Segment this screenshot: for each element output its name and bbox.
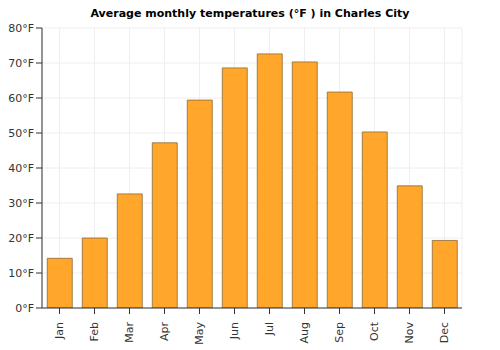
svg-text:Jan: Jan [53, 322, 66, 340]
svg-text:80°F: 80°F [8, 22, 34, 35]
svg-text:Aug: Aug [298, 322, 311, 343]
svg-text:70°F: 70°F [8, 57, 34, 70]
svg-text:Jul: Jul [263, 322, 276, 336]
svg-text:60°F: 60°F [8, 92, 34, 105]
svg-text:Jun: Jun [228, 322, 241, 340]
svg-text:Apr: Apr [158, 322, 171, 342]
svg-text:Mar: Mar [123, 322, 136, 343]
svg-text:20°F: 20°F [8, 232, 34, 245]
svg-text:Sep: Sep [333, 322, 346, 343]
svg-text:Feb: Feb [88, 322, 101, 341]
svg-text:May: May [193, 322, 206, 345]
svg-text:50°F: 50°F [8, 127, 34, 140]
svg-text:30°F: 30°F [8, 197, 34, 210]
svg-text:40°F: 40°F [8, 162, 34, 175]
svg-text:0°F: 0°F [15, 302, 34, 315]
svg-text:Nov: Nov [403, 322, 416, 344]
svg-text:10°F: 10°F [8, 267, 34, 280]
svg-text:Oct: Oct [368, 321, 381, 341]
svg-text:Dec: Dec [438, 322, 451, 343]
html-text:Average monthly temperatures (: Average monthly temperatures (°F ) in Ch… [90, 7, 410, 20]
